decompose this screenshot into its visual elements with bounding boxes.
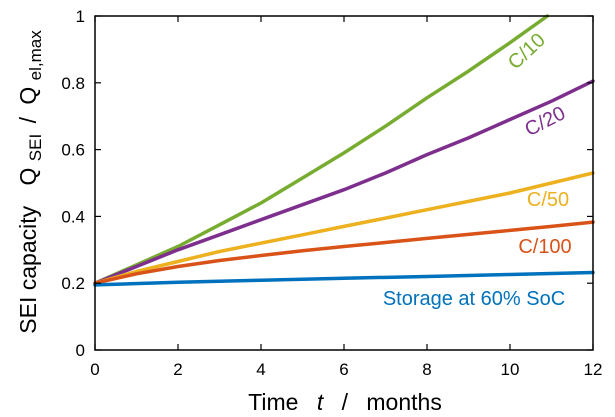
x-tick-label: 0 [90, 360, 99, 379]
y-tick-label: 0.6 [61, 141, 85, 160]
series-line [93, 171, 595, 285]
series-layer [93, 14, 595, 287]
series-label: C/10 [504, 29, 550, 74]
y-axis-label-numerator-sub: SEI [26, 134, 45, 161]
series-line [93, 14, 550, 285]
x-tick-label: 2 [173, 360, 182, 379]
y-tick-label: 0 [76, 341, 85, 360]
y-tick-label: 0.2 [61, 274, 85, 293]
y-axis-label-denominator: Q [15, 87, 41, 105]
x-axis-label-variable: t [317, 389, 325, 415]
y-axis-label-separator: / [15, 116, 41, 123]
series-line [93, 79, 595, 285]
x-axis-label-separator: / [342, 389, 349, 415]
ticks-layer: 0 2 4 6 8 10 12 0 0.2 0.4 0.6 0.8 1 [61, 7, 602, 379]
x-tick-label: 12 [584, 360, 603, 379]
series-label: C/20 [521, 102, 569, 141]
y-axis-label: SEI capacity Q SEI / Q el,max [15, 30, 45, 334]
series-line [93, 220, 595, 285]
y-axis-label-numerator: Q [15, 168, 41, 186]
x-tick-label: 6 [339, 360, 348, 379]
y-tick-label: 1 [76, 7, 85, 26]
y-tick-label: 0.8 [61, 74, 85, 93]
series-label: C/50 [527, 189, 569, 211]
x-tick-label: 4 [256, 360, 265, 379]
x-tick-label: 10 [501, 360, 520, 379]
x-axis-label-prefix: Time [248, 389, 298, 415]
series-labels: C/10 C/20 C/50 C/100 Storage at 60% SoC [383, 29, 572, 310]
series-label: Storage at 60% SoC [383, 288, 565, 310]
y-axis-label-prefix: SEI capacity [15, 205, 41, 333]
series-label: C/100 [518, 236, 571, 258]
x-axis-label-unit: months [366, 389, 441, 415]
x-axis-label: Time t / months [248, 389, 442, 415]
series-line [93, 270, 595, 287]
y-tick-label: 0.4 [61, 207, 85, 226]
x-tick-label: 8 [422, 360, 431, 379]
y-axis-label-denominator-sub: el,max [26, 30, 45, 81]
